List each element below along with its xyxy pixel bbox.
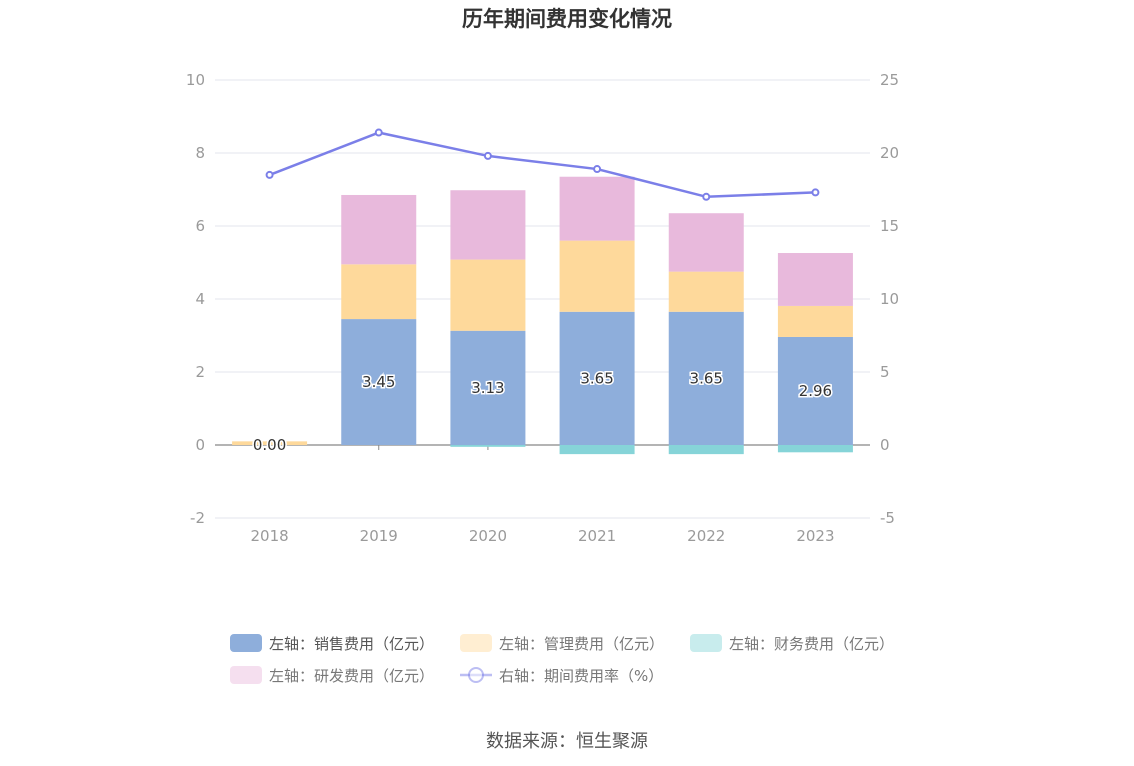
bar-label-2020: 3.13 [471, 379, 504, 397]
y-right-tick: 10 [880, 290, 899, 308]
x-axis: 2018 2019 2020 2021 2022 2023 [215, 444, 870, 545]
legend-label: 左轴：研发费用（亿元） [269, 667, 434, 685]
bar-2019-series-0 [341, 319, 417, 445]
legend-swatch [690, 634, 722, 652]
y-left-tick: 4 [195, 290, 205, 308]
y-right-tick: 0 [880, 436, 890, 454]
x-tick-label: 2021 [578, 527, 616, 545]
bar-2020-series-3 [450, 190, 526, 260]
legend-label: 左轴：销售费用（亿元） [269, 635, 434, 653]
legend-swatch-dot [468, 667, 484, 683]
y-left-tick: 8 [195, 144, 205, 162]
bar-2023-series-2 [777, 445, 853, 453]
legend-item-1[interactable]: 左轴：管理费用（亿元） [460, 634, 664, 653]
y-right-tick: 15 [880, 217, 899, 235]
bar-label-2021: 3.65 [580, 369, 613, 387]
chart-title: 历年期间费用变化情况 [462, 7, 672, 31]
bar-2020-series-1 [450, 259, 526, 331]
legend-item-3[interactable]: 左轴：研发费用（亿元） [230, 666, 434, 685]
bar-2019-series-1 [341, 264, 417, 320]
source-note: 数据来源：恒生聚源 [486, 731, 648, 752]
rate-point-2022 [702, 192, 711, 201]
bar-2023-series-0 [777, 336, 853, 445]
legend[interactable]: 左轴：销售费用（亿元） 左轴：管理费用（亿元） 左轴：财务费用（亿元） 左轴：研发费用… [230, 634, 894, 685]
legend-item-0[interactable]: 左轴：销售费用（亿元） [230, 634, 434, 653]
y-left-tick: 2 [195, 363, 205, 381]
bar-2020-series-2 [450, 445, 526, 447]
bar-2021-series-0 [559, 311, 635, 445]
y-right-tick: 5 [880, 363, 890, 381]
legend-swatch [230, 666, 262, 684]
bar-2018-series-1 [232, 441, 308, 445]
x-tick-label: 2019 [360, 527, 398, 545]
x-tick-label: 2020 [469, 527, 507, 545]
y-right-tick: 20 [880, 144, 899, 162]
bar-label-2023: 2.96 [799, 382, 832, 400]
x-tick-label: 2023 [796, 527, 834, 545]
x-tick-label: 2022 [687, 527, 725, 545]
bar-2022-series-1 [668, 271, 744, 312]
rate-point-2019 [374, 128, 383, 137]
rate-line-path [269, 131, 816, 199]
y-right-tick: -5 [880, 509, 895, 527]
bar-label-2022: 3.65 [690, 369, 723, 387]
bar-2020-series-0 [450, 330, 526, 445]
bar-2022-series-0 [668, 311, 744, 445]
y-left-tick: 0 [195, 436, 205, 454]
rate-point-2023 [811, 188, 820, 197]
y-right-tick: 25 [880, 71, 899, 89]
bar-2023-series-1 [777, 305, 853, 337]
x-tick-label: 2018 [250, 527, 288, 545]
bar-2021-series-2 [559, 445, 635, 455]
rate-point-2020 [483, 151, 492, 160]
bar-2021-series-1 [559, 240, 635, 312]
bar-labels: 0.00 3.45 3.13 3.65 3.65 2.96 [251, 368, 833, 456]
bar-2023-series-3 [777, 253, 853, 306]
legend-item-2[interactable]: 左轴：财务费用（亿元） [690, 634, 894, 653]
bar-2021-series-3 [559, 176, 635, 241]
grid [215, 79, 870, 519]
bars [232, 176, 853, 455]
bar-2019-series-3 [341, 194, 417, 265]
bar-label-2018: 0.00 [253, 436, 286, 454]
y-left-tick: 6 [195, 217, 205, 235]
legend-item-4[interactable]: 右轴：期间费用率（%） [460, 667, 663, 685]
legend-swatch [460, 634, 492, 652]
bar-2022-series-2 [668, 445, 744, 455]
bar-2022-series-3 [668, 213, 744, 272]
rate-point-2018 [265, 170, 274, 179]
legend-label: 右轴：期间费用率（%） [499, 667, 663, 685]
legend-label: 左轴：管理费用（亿元） [499, 635, 664, 653]
rate-line [265, 128, 820, 201]
y-left-tick: 10 [186, 71, 205, 89]
legend-label: 左轴：财务费用（亿元） [729, 635, 894, 653]
rate-point-2021 [593, 165, 602, 174]
bar-label-2019: 3.45 [362, 373, 395, 391]
legend-swatch [230, 634, 262, 652]
y-left-tick: -2 [190, 509, 205, 527]
y-axis-left: -2 0 2 4 6 8 10 [186, 71, 205, 527]
y-axis-right: -5 0 5 10 15 20 25 [880, 71, 899, 527]
